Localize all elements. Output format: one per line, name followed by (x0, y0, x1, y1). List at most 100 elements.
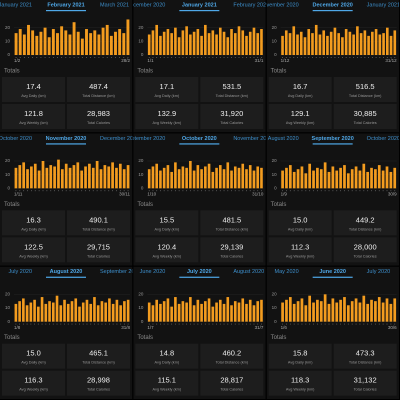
x-dot (390, 57, 392, 58)
x-dot (19, 190, 21, 192)
bar (222, 303, 226, 322)
stat-label: Total Calories (87, 121, 110, 125)
tab[interactable]: May 2020 (275, 269, 299, 275)
tab-active[interactable]: December 2020 (312, 2, 352, 8)
x-dot (382, 323, 384, 325)
tab[interactable]: March 2021 (100, 2, 129, 8)
bar (354, 298, 358, 322)
tab[interactable]: August 2020 (268, 136, 299, 142)
bar (226, 297, 230, 322)
tab[interactable]: July 2020 (367, 269, 391, 275)
tab-active[interactable]: August 2020 (50, 269, 83, 275)
bar (64, 30, 68, 55)
tab[interactable]: June 2020 (140, 269, 166, 275)
tab[interactable]: August 2020 (233, 269, 264, 275)
tab[interactable]: October 2020 (0, 136, 32, 142)
x-dot (390, 323, 392, 325)
bar (22, 298, 25, 322)
bar (99, 169, 103, 189)
bar (49, 165, 53, 189)
bar (348, 31, 352, 55)
x-dot (156, 57, 158, 58)
x-dot (371, 57, 373, 58)
tab[interactable]: November 2020 (233, 136, 272, 142)
y-tick-label: 20 (138, 158, 144, 163)
bar (204, 166, 207, 189)
x-dot (227, 323, 229, 325)
tab-active[interactable]: February 2021 (47, 2, 84, 8)
tab[interactable]: October 2020 (367, 136, 400, 142)
bar (166, 298, 170, 322)
bar (118, 163, 122, 189)
bar (389, 303, 393, 322)
bar (292, 303, 296, 322)
tab-active[interactable]: November 2020 (46, 136, 87, 142)
bar (339, 299, 342, 322)
stat-card (268, 104, 332, 129)
tab[interactable]: December 2020 (100, 136, 139, 142)
stat-label: Total Distance (km) (82, 361, 115, 365)
tab[interactable]: September 2020 (125, 136, 166, 142)
tab[interactable]: February 2021 (233, 2, 269, 8)
tab[interactable]: September 2020 (100, 269, 141, 275)
x-dot (105, 323, 107, 325)
x-dot (375, 323, 376, 325)
tab-active[interactable]: July 2020 (187, 269, 212, 275)
bar (192, 170, 196, 189)
bar (147, 169, 151, 189)
x-dot (312, 57, 313, 58)
x-label: 28/2 (121, 58, 130, 63)
stat-card (2, 77, 65, 102)
x-dot (359, 323, 361, 325)
x-dot (328, 190, 330, 192)
stat-label: Total Distance (km) (349, 361, 382, 365)
bar (192, 305, 196, 322)
tab[interactable]: January 2021 (0, 2, 32, 8)
bar (181, 166, 185, 189)
x-label: 30/6 (388, 325, 397, 330)
x-dot (97, 323, 99, 325)
x-dot (28, 57, 29, 58)
bar (233, 301, 237, 322)
x-dot (293, 190, 295, 192)
x-dot (246, 57, 247, 58)
x-label: 30/9 (388, 192, 397, 197)
bar (366, 303, 370, 322)
x-dot (344, 323, 345, 325)
x-dot (61, 57, 63, 58)
bar (66, 303, 70, 322)
x-dot (336, 323, 338, 325)
x-dot (32, 57, 34, 58)
bar (331, 298, 335, 322)
x-dot (368, 57, 370, 58)
bar (381, 170, 385, 189)
tab[interactable]: July 2020 (8, 269, 32, 275)
x-dot (110, 57, 112, 58)
bar (59, 305, 63, 322)
tab-active[interactable]: September 2020 (312, 136, 354, 142)
bar (111, 303, 115, 322)
bar (105, 24, 109, 55)
stat-card (200, 370, 264, 396)
x-dot (238, 190, 240, 192)
bar (374, 301, 377, 322)
bar (22, 162, 26, 189)
tab[interactable]: December 2020 (126, 2, 165, 8)
y-tick-label: 0 (141, 52, 144, 57)
x-dot (289, 57, 291, 58)
bar (85, 299, 89, 322)
stat-label: Total Distance (km) (216, 227, 249, 231)
x-dot (253, 323, 255, 325)
x-dot (48, 57, 50, 58)
x-dot (50, 190, 52, 192)
tab-active[interactable]: October 2020 (182, 136, 217, 142)
bar (215, 302, 218, 322)
tab[interactable]: January 2021 (367, 2, 400, 8)
bar (230, 29, 233, 55)
tab[interactable]: November 2020 (260, 2, 299, 8)
totals-label: Totals (4, 335, 20, 341)
tab-active[interactable]: January 2021 (182, 2, 217, 8)
bar (323, 162, 327, 189)
bar (329, 31, 333, 55)
tab-active[interactable]: June 2020 (319, 269, 346, 275)
